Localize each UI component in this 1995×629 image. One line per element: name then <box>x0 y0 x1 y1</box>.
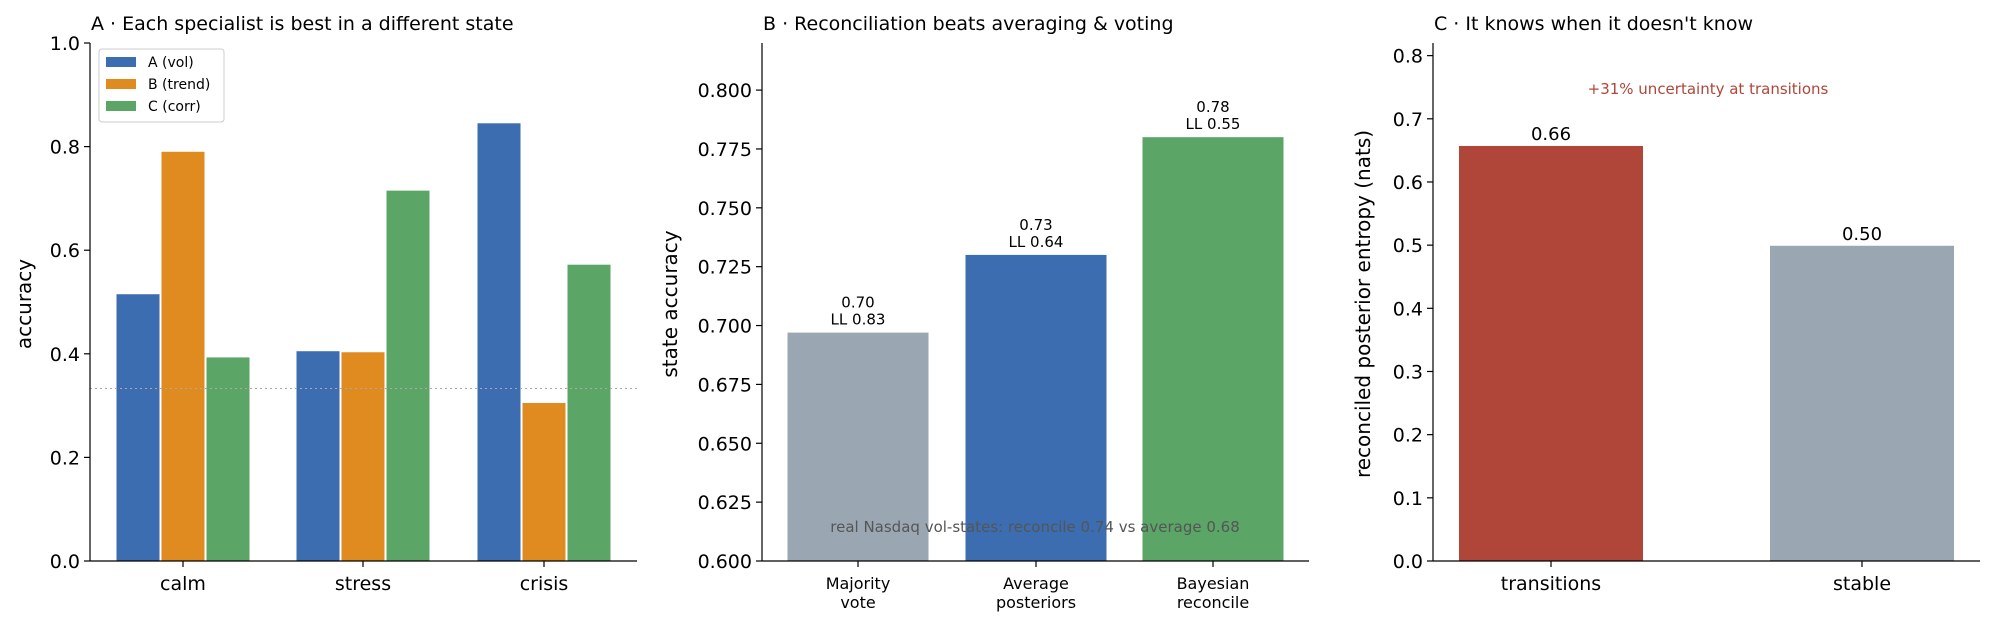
y-tick-label: 0.3 <box>1393 361 1423 383</box>
x-tick-label: Bayesian <box>1177 574 1250 593</box>
legend-swatch <box>106 101 136 111</box>
legend-label: B (trend) <box>148 77 210 93</box>
y-tick-label: 1.0 <box>50 33 80 55</box>
panel-a-title: A · Each specialist is best in a differe… <box>91 13 514 35</box>
bar-data-label: 0.70 <box>841 294 874 312</box>
bar-crisis-series-2 <box>567 264 611 561</box>
bar-data-label: 0.73 <box>1019 216 1052 234</box>
bar-method-1 <box>965 254 1107 561</box>
x-tick-label-stable: stable <box>1833 573 1891 595</box>
bar-stable <box>1770 245 1954 561</box>
x-tick-label: vote <box>840 593 875 612</box>
panel-a-legend: A (vol) B (trend) C (corr) <box>98 48 225 123</box>
y-tick-label: 0.8 <box>1393 46 1423 68</box>
y-tick-label: 0.2 <box>1393 425 1423 447</box>
bar-method-2 <box>1142 137 1284 561</box>
y-tick-label: 0.6 <box>1393 172 1423 194</box>
bar-data-label: LL 0.64 <box>1009 233 1064 251</box>
x-tick-label-calm: calm <box>160 573 206 595</box>
legend-label: C (corr) <box>148 99 201 115</box>
bar-crisis-series-1 <box>522 403 566 561</box>
x-tick-label: posteriors <box>996 593 1076 612</box>
bar-data-label: 0.50 <box>1842 224 1882 245</box>
y-tick-label: 0.775 <box>698 139 752 161</box>
y-tick-label: 0.4 <box>1393 298 1423 320</box>
bar-calm-series-0 <box>116 294 160 561</box>
y-tick-label: 0.5 <box>1393 235 1423 257</box>
panel-b: B · Reconciliation beats averaging & vot… <box>658 13 1309 612</box>
panel-b-title: B · Reconciliation beats averaging & vot… <box>763 13 1174 35</box>
legend-swatch <box>106 79 136 89</box>
y-tick-label: 0.1 <box>1393 488 1423 510</box>
y-tick-label: 0.725 <box>698 257 752 279</box>
x-tick-label-crisis: crisis <box>520 573 569 595</box>
bar-data-label: LL 0.83 <box>831 311 886 329</box>
y-tick-label: 0.750 <box>698 198 752 220</box>
legend-swatch <box>106 57 136 67</box>
panel-c-annotation: +31% uncertainty at transitions <box>1588 80 1829 98</box>
bar-data-label: LL 0.55 <box>1186 115 1241 133</box>
y-tick-label: 0.6 <box>50 240 80 262</box>
bar-calm-series-1 <box>161 151 205 561</box>
y-tick-label: 0.700 <box>698 316 752 338</box>
bar-calm-series-2 <box>206 357 250 561</box>
bar-data-label: 0.66 <box>1531 124 1571 145</box>
legend-label: A (vol) <box>148 55 194 71</box>
bar-data-label: 0.78 <box>1196 98 1229 116</box>
y-tick-label: 0.2 <box>50 447 80 469</box>
x-tick-label: Average <box>1003 574 1069 593</box>
bar-method-0 <box>787 332 929 561</box>
x-tick-label: Majority <box>826 574 891 593</box>
y-tick-label: 0.0 <box>1393 551 1423 573</box>
panel-a: A · Each specialist is best in a differe… <box>12 13 637 595</box>
x-tick-label-transitions: transitions <box>1501 573 1601 595</box>
y-tick-label: 0.800 <box>698 80 752 102</box>
y-tick-label: 0.625 <box>698 492 752 514</box>
panel-a-ylabel: accuracy <box>12 259 36 349</box>
bar-stress-series-1 <box>341 352 385 561</box>
y-tick-label: 0.7 <box>1393 109 1423 131</box>
x-tick-label: reconcile <box>1177 593 1249 612</box>
y-tick-label: 0.600 <box>698 551 752 573</box>
panel-b-annotation: real Nasdaq vol-states: reconcile 0.74 v… <box>830 518 1239 536</box>
panel-c: C · It knows when it doesn't know reconc… <box>1351 13 1980 595</box>
panel-b-ylabel: state accuracy <box>658 230 682 377</box>
y-tick-label: 0.0 <box>50 551 80 573</box>
panel-c-title: C · It knows when it doesn't know <box>1434 13 1753 35</box>
bar-stress-series-0 <box>296 351 340 561</box>
x-tick-label-stress: stress <box>335 573 391 595</box>
bar-stress-series-2 <box>386 190 430 561</box>
y-tick-label: 0.650 <box>698 433 752 455</box>
panel-c-ylabel: reconciled posterior entropy (nats) <box>1351 130 1375 478</box>
y-tick-label: 0.675 <box>698 374 752 396</box>
bar-transitions <box>1459 145 1643 561</box>
bar-crisis-series-0 <box>477 123 521 561</box>
y-tick-label: 0.4 <box>50 344 80 366</box>
y-tick-label: 0.8 <box>50 137 80 159</box>
